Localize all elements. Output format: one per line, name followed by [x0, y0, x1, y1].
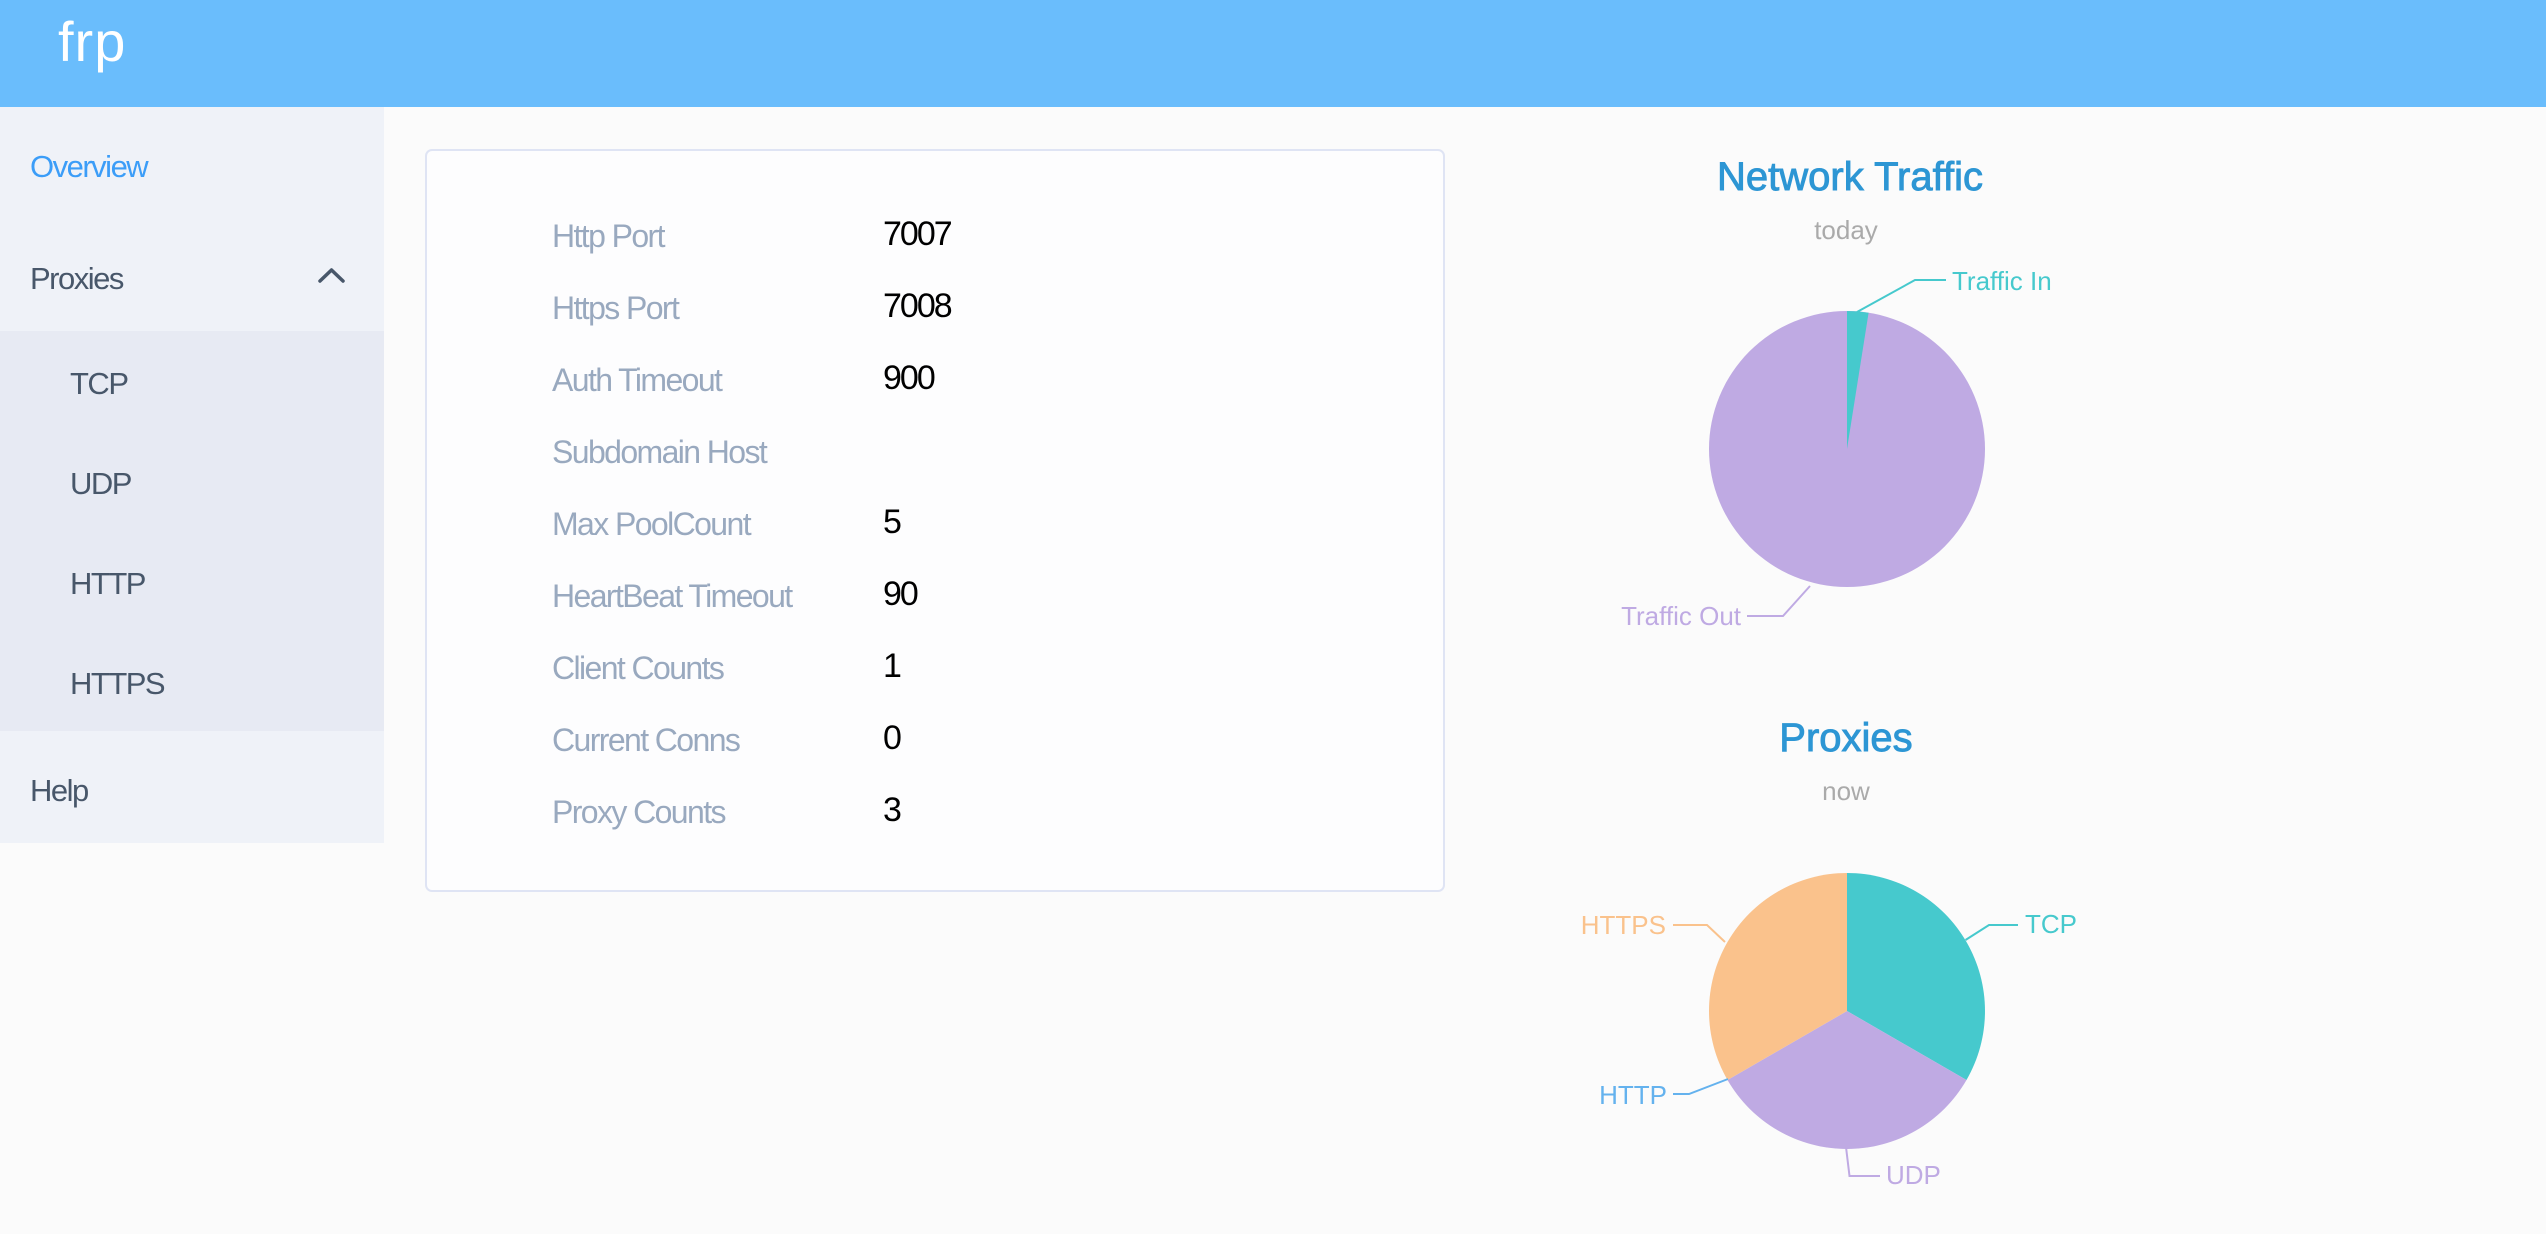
svg-text:Proxies: Proxies: [1779, 716, 1912, 760]
svg-text:Traffic Out: Traffic Out: [1621, 601, 1742, 631]
svg-text:UDP: UDP: [1886, 1160, 1941, 1190]
svg-text:HTTPS: HTTPS: [1581, 910, 1666, 940]
svg-text:TCP: TCP: [2025, 909, 2077, 939]
svg-text:Traffic In: Traffic In: [1952, 266, 2052, 296]
svg-text:HTTP: HTTP: [1599, 1080, 1667, 1110]
svg-text:today: today: [1814, 215, 1878, 245]
svg-text:now: now: [1822, 776, 1870, 806]
svg-text:Network Traffic: Network Traffic: [1717, 155, 1983, 199]
